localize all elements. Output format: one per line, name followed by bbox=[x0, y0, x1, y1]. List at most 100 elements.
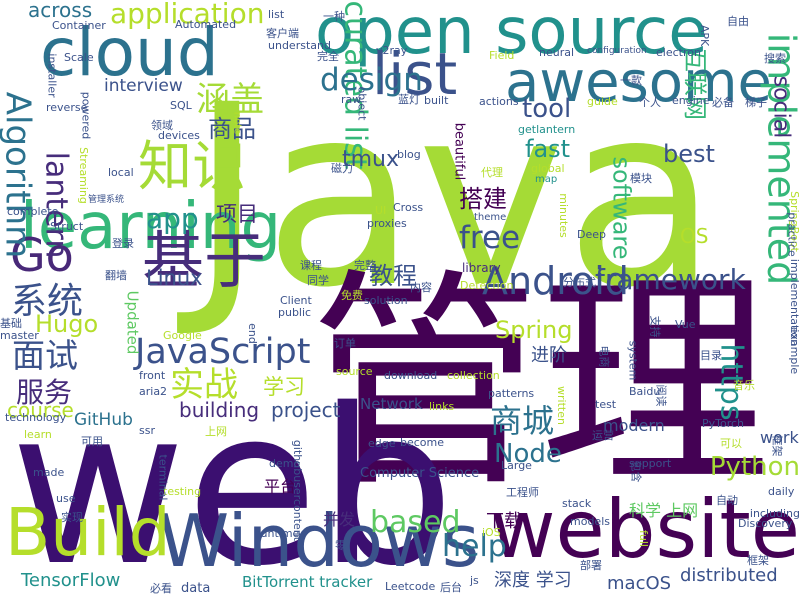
word-cjk-101: 梯子 bbox=[745, 96, 767, 109]
word-guide-97: guide bbox=[587, 95, 618, 108]
word-cjk-176: 工程师 bbox=[506, 486, 539, 499]
word-written-150: written bbox=[554, 386, 568, 425]
word-testing-168: testing bbox=[163, 485, 202, 498]
word-cjk-23: 涵盖 bbox=[196, 80, 264, 120]
word-cjk-199: 一款 bbox=[620, 74, 642, 87]
word-cloud-4: cloud bbox=[40, 14, 219, 91]
word-cjk-142: 订单 bbox=[334, 337, 356, 350]
word-cjk-201: 音乐 bbox=[733, 379, 755, 392]
word-python-35: Python bbox=[709, 452, 800, 482]
word-cjk-100: 必备 bbox=[712, 96, 734, 109]
word-cjk-129: 完整 bbox=[354, 259, 376, 272]
word-fast-42: fast bbox=[525, 135, 571, 163]
word-cjk-25: 系统 bbox=[11, 281, 84, 322]
word-spring-37: Spring bbox=[495, 316, 573, 344]
word-hugo-38: Hugo bbox=[35, 310, 99, 338]
word-cjk-194: 阅读 bbox=[654, 384, 668, 407]
word-learning-9: learning bbox=[20, 190, 282, 264]
word-understand-122: understand bbox=[268, 39, 331, 52]
word-macos-59: macOS bbox=[607, 573, 672, 594]
word-interview-56: interview bbox=[104, 76, 183, 96]
word-based-30: based bbox=[370, 505, 461, 540]
word-aria2-144: aria2 bbox=[139, 385, 168, 398]
word-solution-135: solution bbox=[364, 294, 408, 307]
word-cjk-108: 搜索 bbox=[764, 52, 786, 65]
word-reverse-117: reverse bbox=[46, 101, 88, 114]
word-global-87: global bbox=[531, 162, 565, 175]
word-computer-science-70: Computer Science bbox=[360, 466, 480, 481]
word-test-156: test bbox=[595, 398, 617, 411]
word-awesome-6: awesome bbox=[505, 50, 773, 115]
word-sql-78: SQL bbox=[170, 99, 192, 112]
word-example-193: example bbox=[787, 326, 800, 375]
word-ui-86: UI bbox=[375, 204, 387, 217]
word-terminal-184: terminal bbox=[156, 454, 170, 501]
word-cjk-67: 并发 bbox=[323, 510, 356, 529]
word-open-source-3: open source bbox=[315, 0, 708, 69]
word-building-53: building bbox=[179, 398, 260, 422]
word-githubusercontent-175: githubusercontent bbox=[291, 439, 305, 542]
word-cjk-40: 搭建 bbox=[459, 185, 507, 213]
word-cjk-98: 个人 bbox=[639, 96, 661, 109]
word-master-139: master bbox=[0, 329, 39, 342]
word-course-54: course bbox=[7, 398, 74, 422]
word-struct-82: Struct bbox=[50, 220, 84, 233]
word-cjk-39: 商品 bbox=[208, 115, 256, 143]
word-beautiful-73: beautiful bbox=[451, 122, 467, 181]
word-vue-154: Vue bbox=[675, 318, 696, 331]
word-deep-76: Deep bbox=[577, 228, 606, 241]
word-leetcode-187: Leetcode bbox=[385, 580, 436, 593]
word-ios-181: iOS bbox=[482, 526, 501, 539]
word-distributed-60: distributed bbox=[680, 565, 778, 586]
word-electron-105: electron bbox=[656, 46, 701, 59]
word-bittorrent-tracker-71: BitTorrent tracker bbox=[242, 573, 373, 591]
word-stack-177: stack bbox=[562, 497, 592, 510]
word-runtime-180: runtime bbox=[256, 527, 300, 540]
word-cjk-130: 同学 bbox=[307, 274, 329, 287]
word-cjk-188: 后台 bbox=[440, 581, 462, 594]
word-engine-99: engine bbox=[672, 94, 710, 107]
word-windows-8: Windows bbox=[158, 499, 480, 583]
word-best-43: best bbox=[663, 140, 715, 168]
word-cjk-112: 一种 bbox=[323, 10, 345, 23]
word-cjk-28: 实战 bbox=[170, 365, 238, 405]
word-pytorch-158: PyTorch bbox=[702, 417, 745, 430]
word-public-132: public bbox=[278, 306, 312, 319]
word-getlantern-102: getlantern bbox=[518, 123, 576, 136]
word-go-11: Go bbox=[10, 228, 74, 282]
word-project-52: project bbox=[271, 398, 341, 422]
word-baidu-155: Baidu bbox=[629, 385, 661, 398]
word-cjk-151: 电商 bbox=[597, 345, 611, 368]
word-updated-72: Updated bbox=[123, 290, 142, 355]
word-cjk-27: 服务 bbox=[16, 376, 73, 409]
word-cjk-26: 面试 bbox=[12, 336, 78, 375]
word-proxies-84: proxies bbox=[367, 217, 407, 230]
word-cjk-126: 登录 bbox=[112, 237, 134, 250]
word-cjk-198: 部署 bbox=[580, 559, 602, 572]
word-free-22: free bbox=[459, 220, 521, 256]
word-cjk-203: 自动 bbox=[716, 494, 738, 507]
word-cjk-138: 基础 bbox=[0, 317, 22, 330]
word-links-149: links bbox=[429, 400, 455, 413]
word-support-171: support bbox=[629, 457, 672, 470]
word-including-178: including bbox=[749, 507, 800, 520]
word-network-69: Network bbox=[360, 395, 423, 413]
word-models-182: models bbox=[570, 515, 610, 528]
word-social-45: social bbox=[768, 75, 794, 139]
word-field-109: Field bbox=[489, 49, 515, 62]
word-work-65: work bbox=[760, 428, 799, 447]
word-edge-165: edge bbox=[368, 437, 396, 450]
word-cross-83: Cross bbox=[393, 201, 424, 214]
word-become-166: become bbox=[400, 436, 445, 449]
word-help-31: help bbox=[442, 529, 507, 564]
word-algorithm-19: Algorithm bbox=[0, 91, 38, 259]
word-google-140: Google bbox=[163, 329, 202, 342]
word-cjk-91: 磁力 bbox=[331, 162, 353, 175]
word-made-167: made bbox=[33, 466, 65, 479]
word-cjk-89: 模块 bbox=[630, 172, 652, 185]
word-blog-77: blog bbox=[397, 148, 421, 161]
word-list-5: list bbox=[372, 40, 458, 108]
word-cjk-50: 项目 bbox=[216, 202, 258, 226]
word-configuration-104: configuration bbox=[587, 46, 647, 56]
